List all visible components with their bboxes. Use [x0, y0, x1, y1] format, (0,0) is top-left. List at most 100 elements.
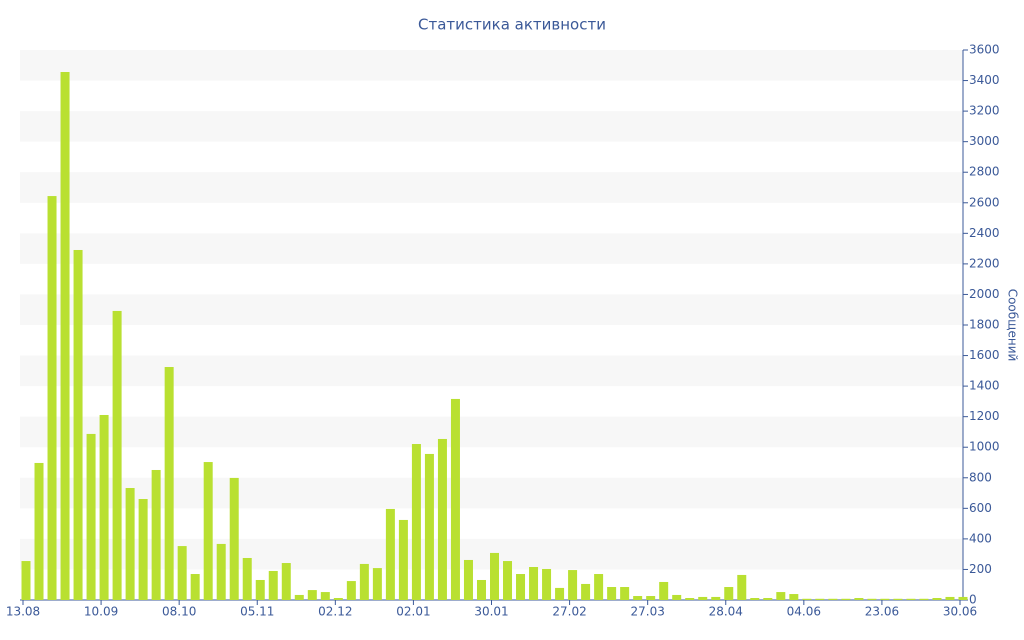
x-tick-label: 13.08 — [6, 605, 40, 619]
x-tick-label: 04.06 — [787, 605, 821, 619]
y-tick-label: 400 — [969, 531, 992, 545]
bar — [463, 559, 473, 600]
bar — [633, 596, 643, 600]
grid-band — [20, 233, 963, 264]
bar — [476, 579, 486, 600]
bar — [359, 563, 369, 600]
bar — [672, 594, 682, 600]
bar — [568, 570, 578, 600]
bar — [411, 444, 421, 600]
bar — [190, 574, 200, 600]
bar — [125, 488, 135, 600]
bar — [737, 574, 747, 600]
bar — [646, 596, 656, 600]
chart-title: Статистика активности — [418, 16, 606, 34]
y-tick-label: 2400 — [969, 226, 1000, 240]
x-tick-label: 27.03 — [630, 605, 664, 619]
bar — [21, 561, 31, 600]
bar — [99, 414, 109, 600]
bar — [724, 587, 734, 600]
bar — [685, 598, 695, 600]
bar — [177, 546, 187, 600]
bar — [60, 72, 70, 600]
bar — [320, 592, 330, 600]
bar — [802, 598, 812, 600]
bar — [281, 563, 291, 600]
bar — [516, 574, 526, 600]
bar — [112, 310, 122, 600]
bar — [867, 598, 877, 600]
bar — [138, 499, 148, 600]
bar — [841, 598, 851, 600]
bar — [750, 598, 760, 600]
bar — [763, 598, 773, 600]
bar — [34, 462, 44, 600]
y-tick-label: 3600 — [969, 43, 1000, 57]
y-tick-label: 0 — [969, 593, 977, 607]
y-tick-label: 3000 — [969, 134, 1000, 148]
bar — [450, 398, 460, 600]
bar — [594, 574, 604, 600]
bar — [906, 598, 916, 600]
x-tick-label: 27.02 — [552, 605, 586, 619]
bar — [789, 594, 799, 600]
bar — [893, 598, 903, 600]
bar — [932, 598, 942, 600]
bar — [346, 581, 356, 600]
bar — [555, 587, 565, 600]
bar — [503, 561, 513, 600]
bar — [73, 249, 83, 600]
x-tick-label: 30.01 — [474, 605, 508, 619]
x-tick-label: 28.04 — [709, 605, 743, 619]
x-tick-label: 08.10 — [162, 605, 196, 619]
x-tick-label: 23.06 — [865, 605, 899, 619]
bar — [581, 583, 591, 600]
x-tick-label: 02.01 — [396, 605, 430, 619]
y-axis-label: Сообщений — [1006, 289, 1020, 362]
grid-band — [20, 294, 963, 325]
x-tick-label: 02.12 — [318, 605, 352, 619]
bar — [542, 568, 552, 600]
y-tick-label: 2000 — [969, 287, 1000, 301]
bar — [698, 596, 708, 600]
bar — [294, 594, 304, 600]
y-tick-label: 1600 — [969, 348, 1000, 362]
bar — [151, 469, 161, 600]
bar — [398, 519, 408, 600]
y-tick-label: 1400 — [969, 379, 1000, 393]
x-tick-label: 10.09 — [84, 605, 118, 619]
bar — [268, 570, 278, 600]
bar — [919, 598, 929, 600]
bar — [607, 587, 617, 600]
bar — [255, 579, 265, 600]
bar — [372, 568, 382, 600]
bar — [385, 508, 395, 600]
x-tick-label: 30.06 — [943, 605, 977, 619]
bar — [47, 196, 57, 601]
bar — [529, 567, 539, 600]
bar — [203, 462, 213, 600]
grid-band — [20, 416, 963, 448]
bar — [333, 598, 343, 600]
y-tick-label: 1200 — [969, 409, 1000, 423]
bar — [424, 453, 434, 600]
y-tick-label: 3400 — [969, 73, 1000, 87]
y-tick-label: 200 — [969, 562, 992, 576]
bar — [307, 590, 317, 600]
bar — [86, 433, 96, 600]
bar — [711, 596, 721, 600]
y-tick-label: 2600 — [969, 195, 1000, 209]
bar — [776, 592, 786, 600]
bar — [828, 598, 838, 600]
y-tick-label: 2200 — [969, 256, 1000, 270]
bar — [242, 557, 252, 600]
y-tick-label: 800 — [969, 470, 992, 484]
bar — [490, 552, 499, 600]
bar — [815, 598, 825, 600]
bar — [164, 367, 174, 600]
grid-band — [20, 477, 963, 509]
y-tick-label: 1800 — [969, 318, 1000, 332]
bar — [437, 438, 447, 600]
bar — [229, 477, 239, 600]
